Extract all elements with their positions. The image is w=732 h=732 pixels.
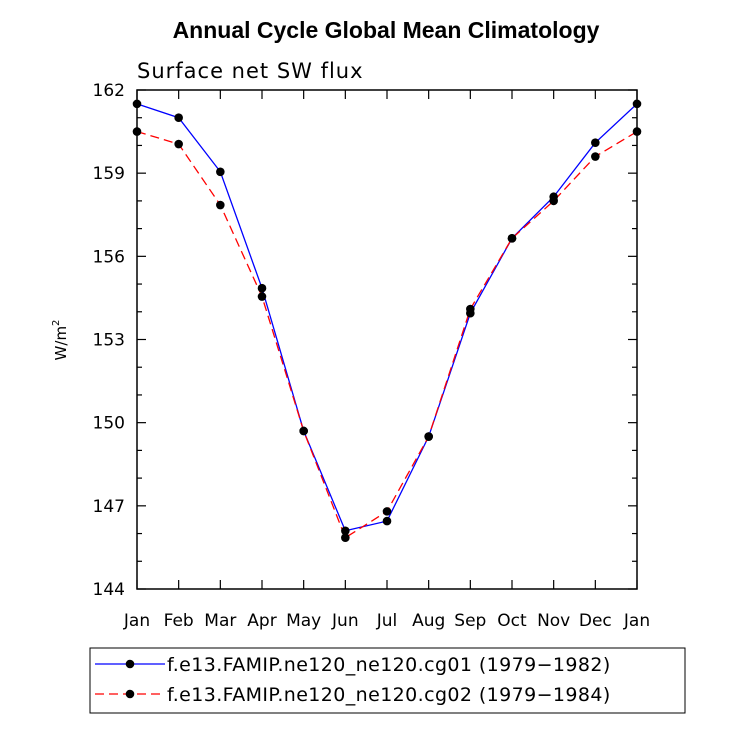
y-tick-label: 147: [93, 497, 125, 517]
series-1-point: [216, 167, 225, 177]
series-2-point: [216, 200, 225, 210]
series-line-1: [136, 103, 638, 532]
y-tick-label: 159: [93, 164, 125, 184]
x-tick-label: Sep: [454, 611, 486, 631]
series-2-point: [174, 139, 183, 149]
x-tick-label: Mar: [204, 611, 236, 631]
series-2-point: [549, 196, 558, 206]
x-tick-label: Feb: [164, 611, 194, 631]
x-tick-label: May: [286, 611, 321, 631]
y-axis-label: W/m2: [51, 320, 70, 361]
chart-subtitle: Surface net SW flux: [137, 59, 364, 83]
x-tick-label: Dec: [579, 611, 612, 631]
x-tick-label: Jul: [376, 611, 398, 631]
y-axis-label-text: W/m: [52, 326, 70, 361]
series-2-point: [341, 533, 350, 543]
series-1-point: [257, 283, 267, 293]
x-tick-label: Oct: [497, 611, 527, 631]
x-tick-labels: Jan Feb Mar Apr May Jun Jul Aug Sep Oct Nov Dec Jan: [123, 611, 650, 631]
x-tick-label: Aug: [412, 611, 445, 631]
plot-series: [132, 99, 642, 543]
legend-marker-2: [125, 689, 135, 699]
legend-marker-1: [125, 659, 135, 669]
legend-items: f.e13.FAMIP.ne120_ne120.cg01 (1979−1982)…: [95, 654, 611, 706]
x-tick-label: Apr: [247, 611, 276, 631]
series-2-point: [299, 426, 308, 436]
series-1-point: [591, 138, 600, 147]
legend-label-1: f.e13.FAMIP.ne120_ne120.cg01 (1979−1982): [167, 654, 611, 676]
y-tick-label: 162: [93, 81, 125, 101]
plot-frame: [136, 89, 638, 590]
series-2-point: [257, 292, 267, 301]
y-tick-label: 156: [93, 247, 125, 267]
series-2-point: [382, 507, 392, 516]
legend-label-2: f.e13.FAMIP.ne120_ne120.cg02 (1979−1984): [167, 684, 611, 706]
x-tick-label: Jan: [623, 611, 650, 631]
series-1-point: [382, 516, 392, 526]
chart-title: Annual Cycle Global Mean Climatology: [173, 17, 600, 43]
x-tick-label: Jan: [123, 611, 150, 631]
y-tick-label: 150: [93, 414, 125, 434]
x-tick-label: Nov: [537, 611, 570, 631]
legend: [89, 647, 686, 714]
y-tick-label: 144: [93, 580, 125, 600]
series-2-point: [466, 304, 475, 314]
series-1-point: [174, 113, 183, 123]
series-2-point: [507, 234, 517, 243]
series-2-point: [424, 432, 433, 441]
series-line-2: [136, 130, 638, 539]
series-2-point: [591, 152, 600, 161]
y-tick-label: 153: [93, 331, 125, 351]
y-axis-label-superscript: 2: [51, 320, 62, 326]
x-tick-label: Jun: [331, 611, 359, 631]
y-tick-labels: 144 147 150 153 156 159 162: [93, 81, 125, 600]
series-1-point: [341, 526, 350, 536]
svg-text:W/m2: W/m2: [51, 320, 70, 361]
